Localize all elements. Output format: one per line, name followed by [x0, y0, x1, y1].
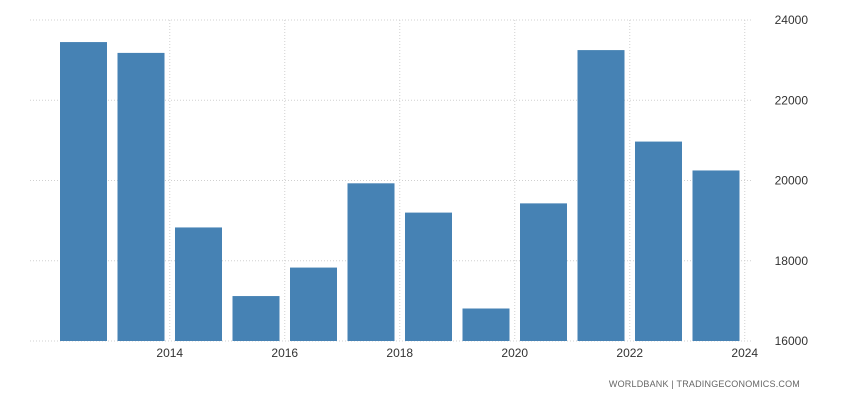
bars [60, 42, 740, 342]
y-tick-label: 22000 [775, 93, 809, 107]
bar-2021 [520, 203, 567, 341]
x-tick-label: 2020 [501, 346, 528, 360]
bar-2013 [60, 42, 107, 341]
x-tick-label: 2014 [156, 346, 183, 360]
y-tick-label: 16000 [775, 334, 809, 348]
source-credit: WORLDBANK | TRADINGECONOMICS.COM [609, 379, 800, 389]
bar-2023 [635, 141, 682, 341]
y-tick-label: 24000 [775, 13, 809, 27]
x-tick-label: 2018 [386, 346, 413, 360]
bar-2019 [405, 212, 452, 341]
x-tick-label: 2022 [616, 346, 643, 360]
bar-2022 [577, 50, 625, 341]
y-tick-label: 18000 [775, 254, 809, 268]
x-tick-label: 2024 [731, 346, 758, 360]
x-tick-label: 2016 [271, 346, 298, 360]
bar-2020 [462, 308, 510, 341]
bar-2017 [290, 267, 337, 341]
bar-2024 [692, 170, 740, 341]
y-tick-label: 20000 [775, 174, 809, 188]
bar-2018 [347, 183, 395, 341]
bar-2014 [117, 52, 165, 342]
y-axis: 16000 18000 20000 22000 24000 [775, 13, 809, 348]
x-axis: 2014 2016 2018 2020 2022 2024 [156, 346, 758, 360]
bar-2015 [175, 227, 222, 341]
bar-2016 [232, 296, 280, 341]
